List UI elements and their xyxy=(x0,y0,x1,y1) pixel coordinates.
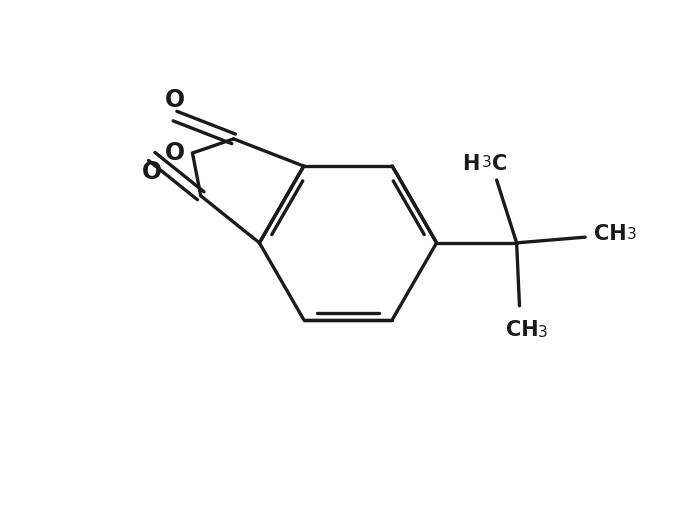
Text: CH: CH xyxy=(506,320,539,340)
Text: 3: 3 xyxy=(482,154,491,170)
Text: H: H xyxy=(462,154,480,174)
Text: O: O xyxy=(142,161,161,185)
Text: C: C xyxy=(492,154,507,174)
Text: 3: 3 xyxy=(538,324,548,340)
Text: O: O xyxy=(165,88,185,112)
Text: O: O xyxy=(165,141,185,165)
Text: 3: 3 xyxy=(626,227,636,242)
Text: CH: CH xyxy=(594,224,626,244)
